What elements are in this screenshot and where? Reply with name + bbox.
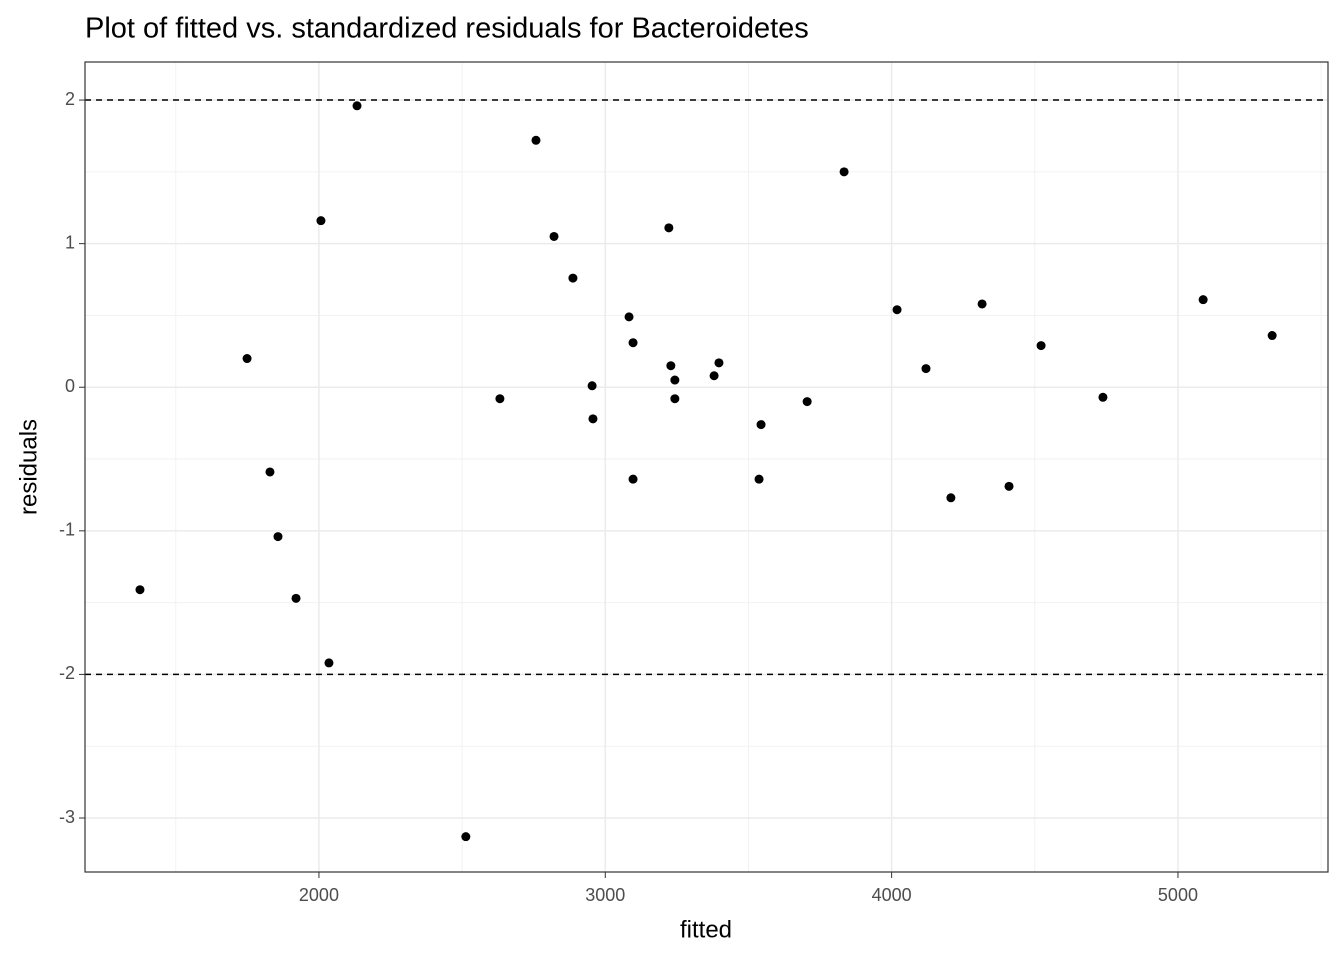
y-tick-label: -2 [59,663,75,683]
point [531,135,541,145]
point [242,354,252,364]
point [1004,481,1014,491]
point [265,467,275,477]
point [946,493,956,503]
point [1036,341,1046,351]
point [628,474,638,484]
point [892,305,902,315]
point [324,658,334,668]
point [624,312,634,322]
point [291,593,301,603]
point [670,394,680,404]
point [495,394,505,404]
point [568,273,578,283]
y-axis-title: residuals [15,419,42,515]
chart-title: Plot of fitted vs. standardized residual… [85,13,809,45]
point [316,216,326,226]
y-tick-label: 0 [65,376,75,396]
point [664,223,674,233]
point [628,338,638,348]
x-tick-label: 5000 [1158,885,1198,905]
point [461,832,471,842]
y-tick-label: -3 [59,807,75,827]
point [977,299,987,309]
y-tick-label: 1 [65,232,75,252]
point [756,420,766,430]
y-tick-label: -1 [59,520,75,540]
x-axis-title: fitted [680,916,732,943]
point [587,381,597,391]
y-tick-label: 2 [65,89,75,109]
point [670,375,680,385]
point [1098,392,1108,402]
point [802,397,812,407]
point [714,358,724,368]
point [588,414,598,424]
point [1198,295,1208,305]
point [549,231,559,241]
point [839,167,849,177]
x-tick-label: 3000 [585,885,625,905]
point [352,101,362,111]
point [709,371,719,381]
point [666,361,676,371]
x-tick-label: 2000 [299,885,339,905]
point [1267,331,1277,341]
point [273,532,283,542]
x-tick-label: 4000 [872,885,912,905]
point [754,474,764,484]
plot-background [85,62,1328,872]
point [135,585,145,595]
point [921,364,931,374]
plot-border [84,61,1329,873]
